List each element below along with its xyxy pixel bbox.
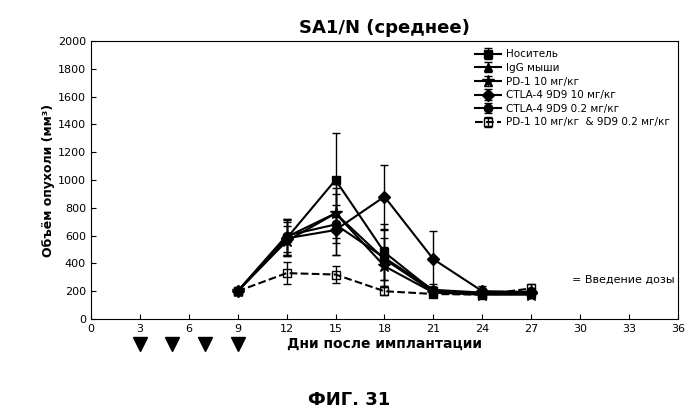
Y-axis label: Объём опухоли (мм³): Объём опухоли (мм³) [42, 103, 55, 256]
Title: SA1/N (среднее): SA1/N (среднее) [299, 18, 470, 36]
X-axis label: Дни после имплантации: Дни после имплантации [287, 337, 482, 351]
Legend: Носитель, IgG мыши, PD-1 10 мг/кг, CTLA-4 9D9 10 мг/кг, CTLA-4 9D9 0.2 мг/кг, PD: Носитель, IgG мыши, PD-1 10 мг/кг, CTLA-… [471, 46, 673, 130]
Text: ФИГ. 31: ФИГ. 31 [308, 391, 391, 409]
Text: = Введение дозы: = Введение дозы [572, 275, 675, 285]
